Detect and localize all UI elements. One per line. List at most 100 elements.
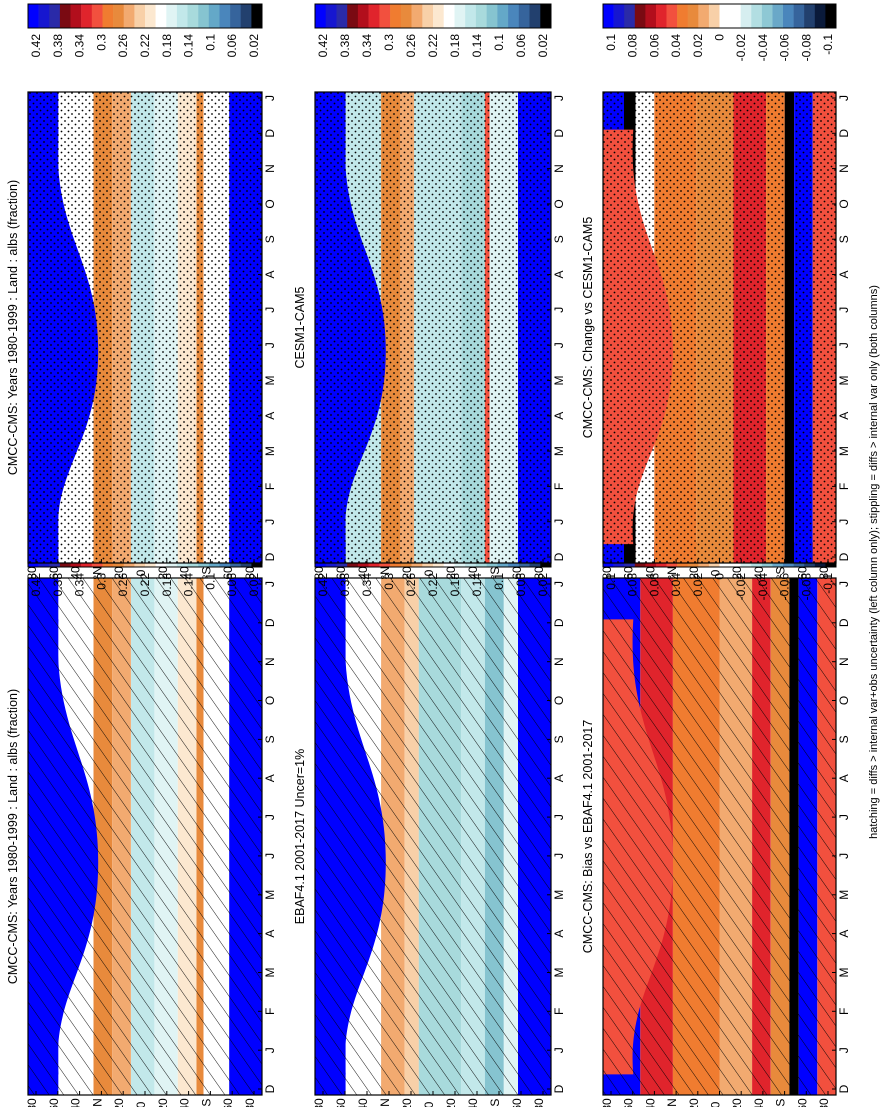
colorbar-label: 0.06: [225, 34, 239, 58]
colorbar-label: 0.1: [203, 34, 217, 51]
lat-tick-label: °N: [90, 566, 104, 579]
colorbar-label: 0.1: [203, 573, 217, 590]
month-tick-label: N: [263, 164, 277, 173]
colorbar-label: 0.18: [160, 34, 174, 58]
panel-title: CMCC-CMS: Years 1980-1999 : Land : albs …: [6, 689, 20, 984]
lat-tick-label: 20: [112, 566, 126, 580]
month-tick-label: A: [552, 774, 566, 782]
lat-tick-label: 80: [817, 1098, 831, 1107]
month-tick-label: J: [552, 307, 566, 313]
colorbar-swatch: [219, 4, 231, 28]
colorbar-swatch: [518, 4, 530, 28]
lat-tick-label: 40: [69, 1098, 83, 1107]
colorbar-label: -0.04: [756, 34, 770, 62]
colorbar-frame: [314, 3, 552, 29]
month-tick-label: O: [837, 199, 851, 208]
colorbar-swatch: [81, 4, 93, 28]
lat-tick-label: 60: [47, 1098, 61, 1107]
colorbar-swatch: [240, 4, 252, 28]
colorbar-swatch: [793, 4, 805, 28]
colorbar-label: 0.1: [604, 573, 618, 590]
month-tick-label: A: [263, 774, 277, 782]
colorbar-label: 0.08: [626, 573, 640, 597]
lat-tick-label: °N: [665, 566, 679, 579]
colorbar-label: 0.42: [29, 34, 43, 58]
colorbar-label: 0.42: [316, 34, 330, 58]
colorbar-swatch: [454, 4, 466, 28]
colorbar-swatch: [315, 4, 326, 28]
colorbar-swatch: [400, 4, 412, 28]
month-tick-label: N: [552, 164, 566, 173]
month-tick-label: J: [552, 95, 566, 101]
colorbar-swatch: [751, 4, 763, 28]
colorbar-swatch: [347, 4, 359, 28]
month-tick-label: S: [837, 735, 851, 743]
lat-tick-label: 20: [687, 566, 701, 580]
colorbar-label: 0.34: [73, 573, 87, 597]
month-tick-label: S: [552, 735, 566, 743]
colorbar-swatch: [379, 4, 391, 28]
month-tick-label: A: [552, 270, 566, 278]
month-tick-label: J: [263, 307, 277, 313]
month-tick-label: J: [552, 853, 566, 859]
colorbar-swatch: [804, 4, 816, 28]
colorbar: 0.42 0.38 0.34 0.3 0.26 0.22 0.18 0.14 0.1 0.06 0.…: [314, 3, 552, 58]
colorbar-label: 0.18: [448, 573, 462, 597]
colorbar-swatch: [740, 4, 752, 28]
lat-tick-label: 40: [466, 1098, 480, 1107]
month-tick-label: O: [552, 199, 566, 208]
month-tick-label: O: [837, 696, 851, 705]
month-tick-label: N: [263, 657, 277, 666]
lat-tick-label: 40: [752, 1098, 766, 1107]
month-tick-label: F: [263, 483, 277, 490]
colorbar-swatch: [465, 4, 477, 28]
lat-tick-label: 80: [25, 1098, 39, 1107]
colorbar: 0.42 0.38 0.34 0.3 0.26 0.22 0.18 0.14 0.1 0.06 0.…: [27, 3, 263, 58]
month-tick-label: M: [837, 968, 851, 978]
colorbar-label: -0.08: [799, 34, 813, 62]
month-tick-label: J: [837, 519, 851, 525]
colorbar-swatch: [155, 4, 167, 28]
lat-tick-label: 40: [643, 566, 657, 580]
colorbar-label: 0: [713, 34, 727, 41]
colorbar-swatch: [187, 4, 199, 28]
month-tick-label: J: [837, 95, 851, 101]
month-tick-label: M: [263, 376, 277, 386]
colorbar-swatch: [634, 4, 646, 28]
month-tick-label: A: [837, 774, 851, 782]
colorbar-label: 0.14: [182, 34, 196, 58]
colorbar-swatch: [687, 4, 699, 28]
month-tick-label: M: [837, 890, 851, 900]
colorbar-label: -0.06: [778, 573, 792, 601]
lat-tick-label: 40: [643, 1098, 657, 1107]
month-tick-label: J: [837, 853, 851, 859]
month-tick-label: O: [263, 696, 277, 705]
lat-tick-label: 60: [622, 566, 636, 580]
colorbar-label: 0.3: [94, 34, 108, 51]
colorbar-swatch: [49, 4, 61, 28]
lat-tick-label: 40: [178, 1098, 192, 1107]
lat-tick-label: 80: [817, 566, 831, 580]
panel-title: CMCC-CMS: Years 1980-1999 : Land : albs …: [6, 180, 20, 475]
colorbar-swatch: [422, 4, 434, 28]
month-tick-label: D: [552, 552, 566, 561]
lat-tick-label: 80: [600, 566, 614, 580]
lat-tick-label: 80: [25, 566, 39, 580]
lat-tick-label: 80: [532, 1098, 546, 1107]
lat-tick-label: 20: [444, 1098, 458, 1107]
colorbar-swatch: [624, 4, 636, 28]
colorbar-swatch: [433, 4, 444, 28]
colorbar-label: 0.02: [247, 573, 261, 597]
month-tick-label: J: [837, 1047, 851, 1053]
lat-tick-label: 0: [422, 1101, 436, 1107]
colorbar-label: 0.04: [669, 34, 683, 58]
colorbar-label: 0.1: [604, 34, 618, 51]
colorbar-swatch: [730, 4, 741, 28]
month-tick-label: M: [552, 968, 566, 978]
colorbar-label: 0.26: [116, 34, 130, 58]
colorbar-label: 0.38: [51, 34, 65, 58]
panel-title: CMCC-CMS: Change vs CESM1-CAM5: [581, 217, 595, 439]
colorbar-label: -0.1: [821, 573, 835, 594]
month-tick-label: S: [263, 235, 277, 243]
